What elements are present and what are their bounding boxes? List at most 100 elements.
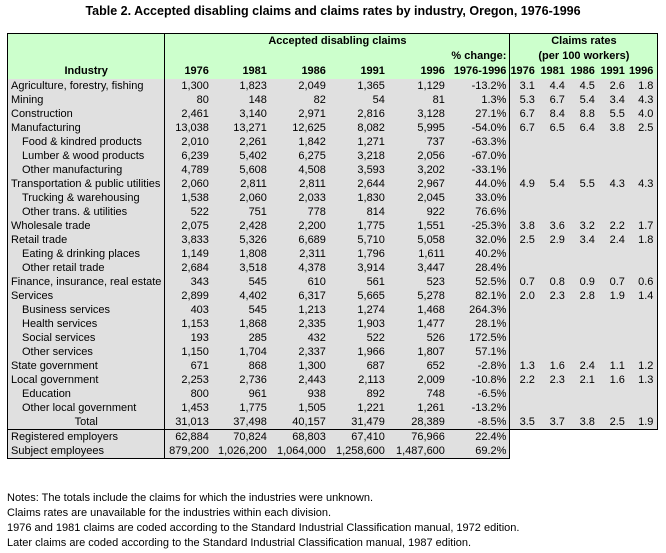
table-row: State government 671 868 1,300 687 652 -2.8% 1.… [7,359,659,373]
claims-cell: 1,300 [269,359,329,373]
claims-cell: 5,995 [387,121,448,135]
claims-cell: 2,113 [328,373,388,387]
rate-cell [538,317,569,331]
rate-cell [509,345,539,359]
rate-cell: 0.7 [598,275,629,289]
claims-cell: 1,213 [269,303,329,317]
industry-name: Other local government [7,401,166,415]
table-row: Wholesale trade 2,075 2,428 2,200 1,775 1,551… [7,219,659,233]
rate-cell: 2.4 [568,359,599,373]
rate-cell [568,191,599,205]
claims-cell: 545 [211,303,270,317]
rate-cell: 0.9 [568,275,599,289]
pct-change-cell: -25.3% [447,219,511,233]
table-row: Total 31,013 37,498 40,157 31,479 28,389 -8.5%… [7,415,659,430]
rate-cell [628,135,659,149]
rate-cell [598,191,629,205]
claims-cell: 2,010 [164,135,212,149]
claims-cell: 4,508 [269,163,329,177]
notes: Notes: The totals include the claims for… [7,491,519,551]
year-header: 1976 [164,64,212,79]
table-row: Other local government 1,453 1,775 1,505 1,2… [7,401,659,415]
rate-cell: 6.5 [538,121,569,135]
rate-cell [628,205,659,219]
claims-cell: 1,868 [211,317,270,331]
rate-cell [538,163,569,177]
rate-cell: 2.8 [568,289,599,303]
claims-cell: 1,153 [164,317,212,331]
claims-cell: 3,128 [387,107,448,121]
rate-cell [628,149,659,163]
claims-cell: 403 [164,303,212,317]
claims-cell: 2,060 [211,191,270,205]
rates-unit-header: (per 100 workers) [509,49,659,64]
empty-cell [568,444,599,459]
pct-change-cell: -8.5% [447,415,511,430]
rate-cell: 8.8 [568,107,599,121]
rate-cell [538,303,569,317]
rate-cell: 1.8 [628,79,659,93]
rate-cell [568,261,599,275]
year-header: 1996 [387,64,448,79]
rate-cell: 5.5 [598,107,629,121]
claims-cell: 2,335 [269,317,329,331]
claims-cell: 1,129 [387,79,448,93]
table-row: Other trans. & utilities 522 751 778 814 922 7… [7,205,659,219]
rate-cell: 1.6 [538,359,569,373]
table-row: Eating & drinking places 1,149 1,808 2,311 1… [7,247,659,261]
industry-name: Local government [7,373,166,387]
claims-cell: 81 [387,93,448,107]
rate-cell [628,191,659,205]
claims-cell: 5,326 [211,233,270,247]
claims-cell: 148 [211,93,270,107]
pct-change-cell: 33.0% [447,191,511,205]
claims-cell: 687 [328,359,388,373]
employment-cell: 879,200 [164,444,212,459]
claims-cell: 2,075 [164,219,212,233]
rate-cell [568,387,599,401]
claims-cell: 2,967 [387,177,448,191]
pct-change-cell: -2.8% [447,359,511,373]
table-row: Social services 193 285 432 522 526 172.5% [7,331,659,345]
note-line: Claims rates are unavailable for the ind… [7,507,332,519]
rate-cell [568,317,599,331]
rate-cell [568,247,599,261]
pct-change-cell: 32.0% [447,233,511,247]
claims-cell: 1,150 [164,345,212,359]
rate-cell [628,331,659,345]
pct-change-cell: -13.2% [447,401,511,415]
pct-change-range-header: 1976-1996 [447,64,511,79]
table-row: Other manufacturing 4,789 5,608 4,508 3,593 3… [7,163,659,177]
claims-cell: 2,056 [387,149,448,163]
claims-cell: 5,278 [387,289,448,303]
claims-cell: 2,049 [269,79,329,93]
claims-cell: 1,775 [328,219,388,233]
pct-change-cell: 40.2% [447,247,511,261]
claims-cell: 5,608 [211,163,270,177]
rates-group-header: Claims rates [509,33,659,49]
empty-cell [628,429,658,444]
pct-change-cell: -67.0% [447,149,511,163]
employment-label: Subject employees [7,444,166,459]
claims-cell: 3,202 [387,163,448,177]
pct-change-cell: 172.5% [447,331,511,345]
rate-cell [509,331,539,345]
rate-cell: 2.3 [538,289,569,303]
rate-cell: 2.1 [568,373,599,387]
industry-name: Other services [7,345,166,359]
industry-name: State government [7,359,166,373]
claims-cell: 652 [387,359,448,373]
rate-cell: 3.8 [568,415,599,430]
table-row: Business services 403 545 1,213 1,274 1,468 26… [7,303,659,317]
rate-cell: 3.4 [598,93,629,107]
claims-cell: 1,808 [211,247,270,261]
rate-cell: 3.2 [568,219,599,233]
rate-cell: 8.4 [538,107,569,121]
claims-cell: 4,402 [211,289,270,303]
rate-cell: 3.6 [538,219,569,233]
rate-cell: 6.7 [509,121,539,135]
claims-group-header: Accepted disabling claims [164,33,511,49]
claims-cell: 343 [164,275,212,289]
claims-cell: 6,239 [164,149,212,163]
claims-cell: 193 [164,331,212,345]
